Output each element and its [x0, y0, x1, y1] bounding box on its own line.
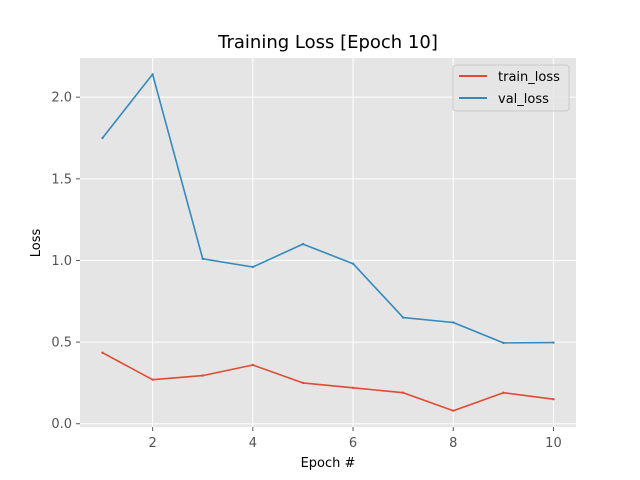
y-tick-label: 0.5	[51, 336, 72, 351]
legend: train_loss val_loss	[452, 64, 570, 112]
data-point-val-loss	[552, 341, 555, 344]
data-point-val-loss	[151, 73, 154, 76]
x-tick-label: 10	[545, 436, 562, 451]
y-axis-label: Loss	[29, 229, 44, 258]
series-line-val-loss	[101, 73, 554, 344]
x-tick-label: 6	[349, 436, 357, 451]
data-point-val-loss	[401, 316, 405, 319]
data-point-val-loss	[502, 341, 505, 345]
series-train-loss	[101, 351, 555, 412]
data-point-train-loss	[151, 378, 154, 381]
data-point-val-loss	[101, 136, 104, 140]
data-point-val-loss	[251, 265, 255, 269]
data-point-train-loss	[452, 409, 455, 412]
x-tick-label: 4	[249, 436, 257, 451]
data-point-val-loss	[351, 262, 355, 265]
data-point-val-loss	[452, 321, 455, 324]
series-val-loss	[101, 73, 555, 345]
data-point-train-loss	[502, 391, 505, 394]
data-point-train-loss	[201, 374, 204, 377]
plot-area	[80, 58, 576, 427]
series-line-train-loss	[102, 351, 554, 412]
y-tick-label: 2.0	[51, 91, 72, 106]
data-point-val-loss	[301, 242, 305, 246]
series-lines	[101, 73, 555, 412]
data-point-train-loss	[301, 381, 305, 385]
x-tick-label: 2	[149, 436, 157, 451]
data-point-val-loss	[201, 257, 204, 261]
chart-title: Training Loss [Epoch 10]	[217, 32, 438, 53]
data-point-train-loss	[552, 398, 555, 401]
x-axis-label: Epoch #	[301, 456, 356, 471]
y-tick-label: 1.0	[51, 254, 72, 269]
legend-label-val-loss: val_loss	[498, 92, 549, 107]
data-point-train-loss	[251, 363, 255, 367]
axis-ticks: 2 4 6 8 10 0.0 0.5 1.0 1.5 2.0	[51, 91, 561, 451]
legend-label-train-loss: train_loss	[498, 70, 560, 85]
data-point-train-loss	[401, 391, 405, 394]
y-tick-label: 1.5	[51, 172, 72, 187]
data-point-train-loss	[101, 351, 104, 354]
x-tick-label: 8	[449, 436, 457, 451]
y-tick-label: 0.0	[51, 417, 72, 432]
data-point-train-loss	[351, 386, 355, 390]
